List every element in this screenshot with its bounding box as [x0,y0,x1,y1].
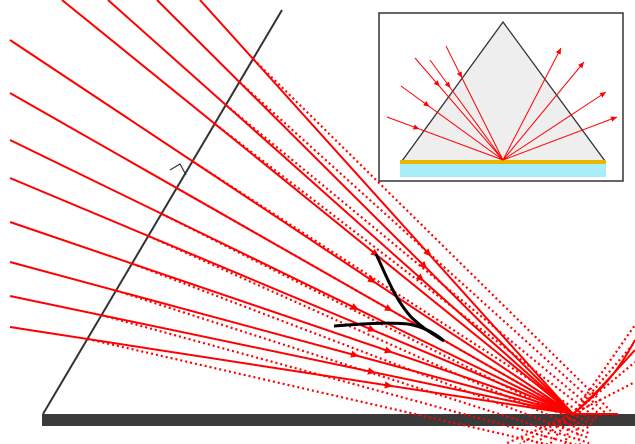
virtual-ray [239,81,607,415]
virtual-ray-extensions [87,58,612,444]
ray-arrow [350,303,360,310]
virtual-ray [214,122,599,421]
ray-arrow [384,346,393,354]
inset-arrow [444,81,451,88]
incident-ray [61,0,574,415]
incident-ray [107,0,574,415]
reflected-ray [572,341,635,415]
inset-reflected-ray [502,61,585,161]
virtual-ray [87,337,551,444]
incident-ray [9,139,574,415]
inset-gold-film [400,160,606,164]
base-plate [42,414,635,426]
inset-incident-ray [386,116,504,161]
caustic-curve [333,253,445,343]
inset-arrow [578,62,584,69]
virtual-ray [549,413,574,444]
incident-ray [9,261,574,415]
reflected-ray [572,381,635,415]
prism-face [42,9,283,415]
inset-panel [378,12,624,182]
inset-incident-ray [445,45,504,161]
virtual-ray [534,413,574,444]
incident-ray [9,221,574,415]
virtual-ray [252,58,612,412]
virtual-ray [161,212,592,431]
inset-incident-ray [414,57,504,161]
inset-rays [386,45,618,161]
inset-arrow [433,80,440,87]
reflected-ray [572,339,635,415]
inset-substrate [400,164,606,177]
virtual-ray [131,262,590,440]
inset-arrow [412,124,420,130]
incident-ray [9,39,574,415]
virtual-ray [563,413,575,444]
inset-arrow [423,101,430,107]
inset-incident-ray [429,59,504,161]
incident-ray [9,295,574,415]
inset-reflected-ray [502,47,562,161]
inset-incident-ray [400,85,504,161]
ray-arrow [367,275,376,284]
incident-ray [9,326,574,415]
ray-arrow [419,260,428,270]
reflected-ray [572,324,635,415]
virtual-ray [519,413,574,444]
incident-ray [156,0,574,415]
virtual-ray [504,412,574,444]
incident-ray [199,0,574,415]
virtual-ray [571,413,582,444]
virtual-ray [148,235,591,435]
reflected-ray [572,361,635,415]
reflected-rays [504,324,635,444]
inset-arrow [456,71,462,78]
inset-arrow [610,116,617,122]
inset-arrow [599,92,606,98]
ray-arrow [384,381,393,389]
inset-reflected-ray [502,116,618,161]
ray-arrow [367,324,376,332]
incident-ray [9,177,574,415]
virtual-ray [101,314,578,444]
right-angle-mark [169,163,187,176]
inset-reflected-ray [502,91,607,161]
ray-arrow [350,350,360,358]
inset-arrow [555,48,561,55]
incident-rays [9,0,574,415]
virtual-ray [225,104,603,417]
